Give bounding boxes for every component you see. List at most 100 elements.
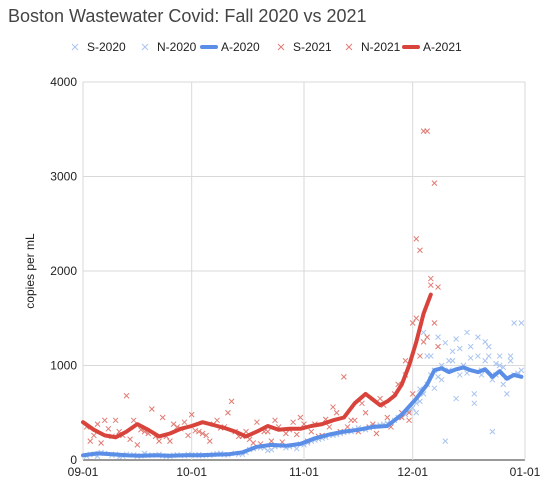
point-s-2020 (456, 372, 463, 378)
point-n-2020 (467, 355, 474, 361)
point-n-2021 (420, 128, 427, 134)
legend-swatch-s-2020 (71, 43, 79, 51)
point-n-2020 (489, 428, 496, 435)
point-n-2021 (362, 409, 369, 416)
point-n-2021 (431, 180, 438, 186)
y-tick-label: 3000 (50, 170, 77, 184)
point-n-2020 (435, 334, 441, 341)
point-n-2021 (435, 343, 441, 350)
point-s-2021 (409, 390, 416, 397)
point-n-2021 (333, 409, 340, 416)
point-s-2020 (435, 373, 441, 380)
point-s-2020 (482, 357, 489, 364)
point-n-2021 (413, 315, 420, 322)
legend-label-n-2021: N-2021 (361, 40, 401, 54)
point-s-2021 (435, 284, 441, 290)
point-s-2021 (344, 424, 351, 430)
point-n-2021 (283, 430, 289, 437)
point-n-2020 (507, 353, 514, 359)
chart-title: Boston Wastewater Covid: Fall 2020 vs 20… (8, 6, 367, 26)
point-s-2021 (192, 427, 199, 434)
axes: 0 1000 2000 3000 4000 09-01 10-01 11-01 12-01 01-… (50, 75, 540, 479)
x-tick-label: 01-01 (510, 465, 541, 479)
point-s-2021 (427, 275, 434, 282)
point-s-2021 (148, 406, 155, 412)
point-s-2021 (206, 438, 213, 444)
point-n-2021 (377, 395, 383, 402)
legend-label-n-2020: N-2020 (157, 40, 197, 54)
point-n-2020 (442, 438, 449, 444)
point-s-2020 (453, 336, 460, 342)
point-n-2021 (384, 414, 391, 421)
point-n-2020 (475, 353, 481, 359)
point-n-2021 (87, 438, 94, 444)
point-s-2021 (330, 404, 336, 410)
point-n-2021 (101, 417, 108, 424)
point-s-2020 (417, 398, 423, 405)
point-n-2021 (203, 432, 210, 439)
legend: S-2020 N-2020 A-2020 S-2021 N-2021 A-2021 (71, 40, 462, 54)
point-s-2021 (185, 432, 191, 439)
legend-label-s-2021: S-2021 (293, 40, 332, 54)
point-s-2020 (268, 446, 275, 453)
x-tick-label: 09-01 (68, 465, 99, 479)
point-n-2021 (181, 419, 188, 426)
point-s-2021 (293, 431, 300, 438)
point-s-2020 (413, 409, 420, 416)
point-s-2021 (413, 236, 420, 242)
point-n-2020 (420, 329, 427, 336)
legend-swatch-n-2021 (345, 43, 353, 51)
point-s-2020 (431, 385, 438, 392)
point-s-2021 (134, 442, 141, 448)
point-s-2020 (467, 343, 474, 350)
y-tick-label: 4000 (50, 75, 77, 89)
point-n-2021 (188, 411, 195, 418)
point-n-2021 (409, 320, 416, 326)
point-n-2021 (130, 417, 137, 424)
point-n-2021 (340, 373, 347, 380)
point-n-2020 (456, 345, 463, 352)
point-s-2020 (507, 357, 514, 364)
point-s-2021 (431, 320, 438, 326)
legend-swatch-s-2021 (277, 43, 285, 51)
point-n-2021 (225, 409, 231, 416)
point-s-2021 (228, 398, 235, 405)
point-n-2020 (496, 362, 503, 369)
point-n-2020 (427, 353, 434, 359)
line-a-2021 (81, 292, 433, 440)
point-s-2021 (170, 421, 177, 427)
x-tick-label: 10-01 (176, 465, 207, 479)
point-s-2020 (464, 329, 470, 336)
point-s-2021 (98, 440, 104, 446)
point-s-2021 (156, 438, 162, 444)
point-n-2020 (511, 320, 517, 326)
point-n-2021 (417, 353, 423, 359)
grid (82, 81, 526, 461)
point-s-2020 (485, 343, 492, 350)
point-n-2021 (167, 438, 173, 444)
point-n-2021 (196, 428, 202, 435)
point-n-2021 (402, 357, 409, 364)
point-n-2020 (264, 447, 271, 454)
legend-label-a-2020: A-2020 (221, 40, 260, 54)
series-lines (81, 292, 524, 458)
point-n-2021 (159, 414, 166, 421)
point-n-2021 (424, 334, 431, 341)
point-s-2021 (112, 417, 119, 424)
point-s-2020 (500, 364, 507, 371)
point-s-2021 (420, 339, 427, 345)
legend-label-s-2020: S-2020 (87, 40, 126, 54)
point-n-2021 (297, 414, 304, 421)
y-axis-label: copies per mL (23, 233, 37, 309)
point-n-2021 (94, 421, 101, 427)
point-n-2021 (254, 419, 260, 426)
point-s-2021 (373, 430, 380, 437)
x-tick-label: 11-01 (289, 465, 319, 479)
point-n-2021 (348, 417, 354, 424)
y-tick-label: 1000 (50, 359, 77, 373)
point-s-2021 (199, 430, 206, 437)
point-s-2021 (417, 247, 423, 254)
point-n-2020 (449, 348, 456, 355)
